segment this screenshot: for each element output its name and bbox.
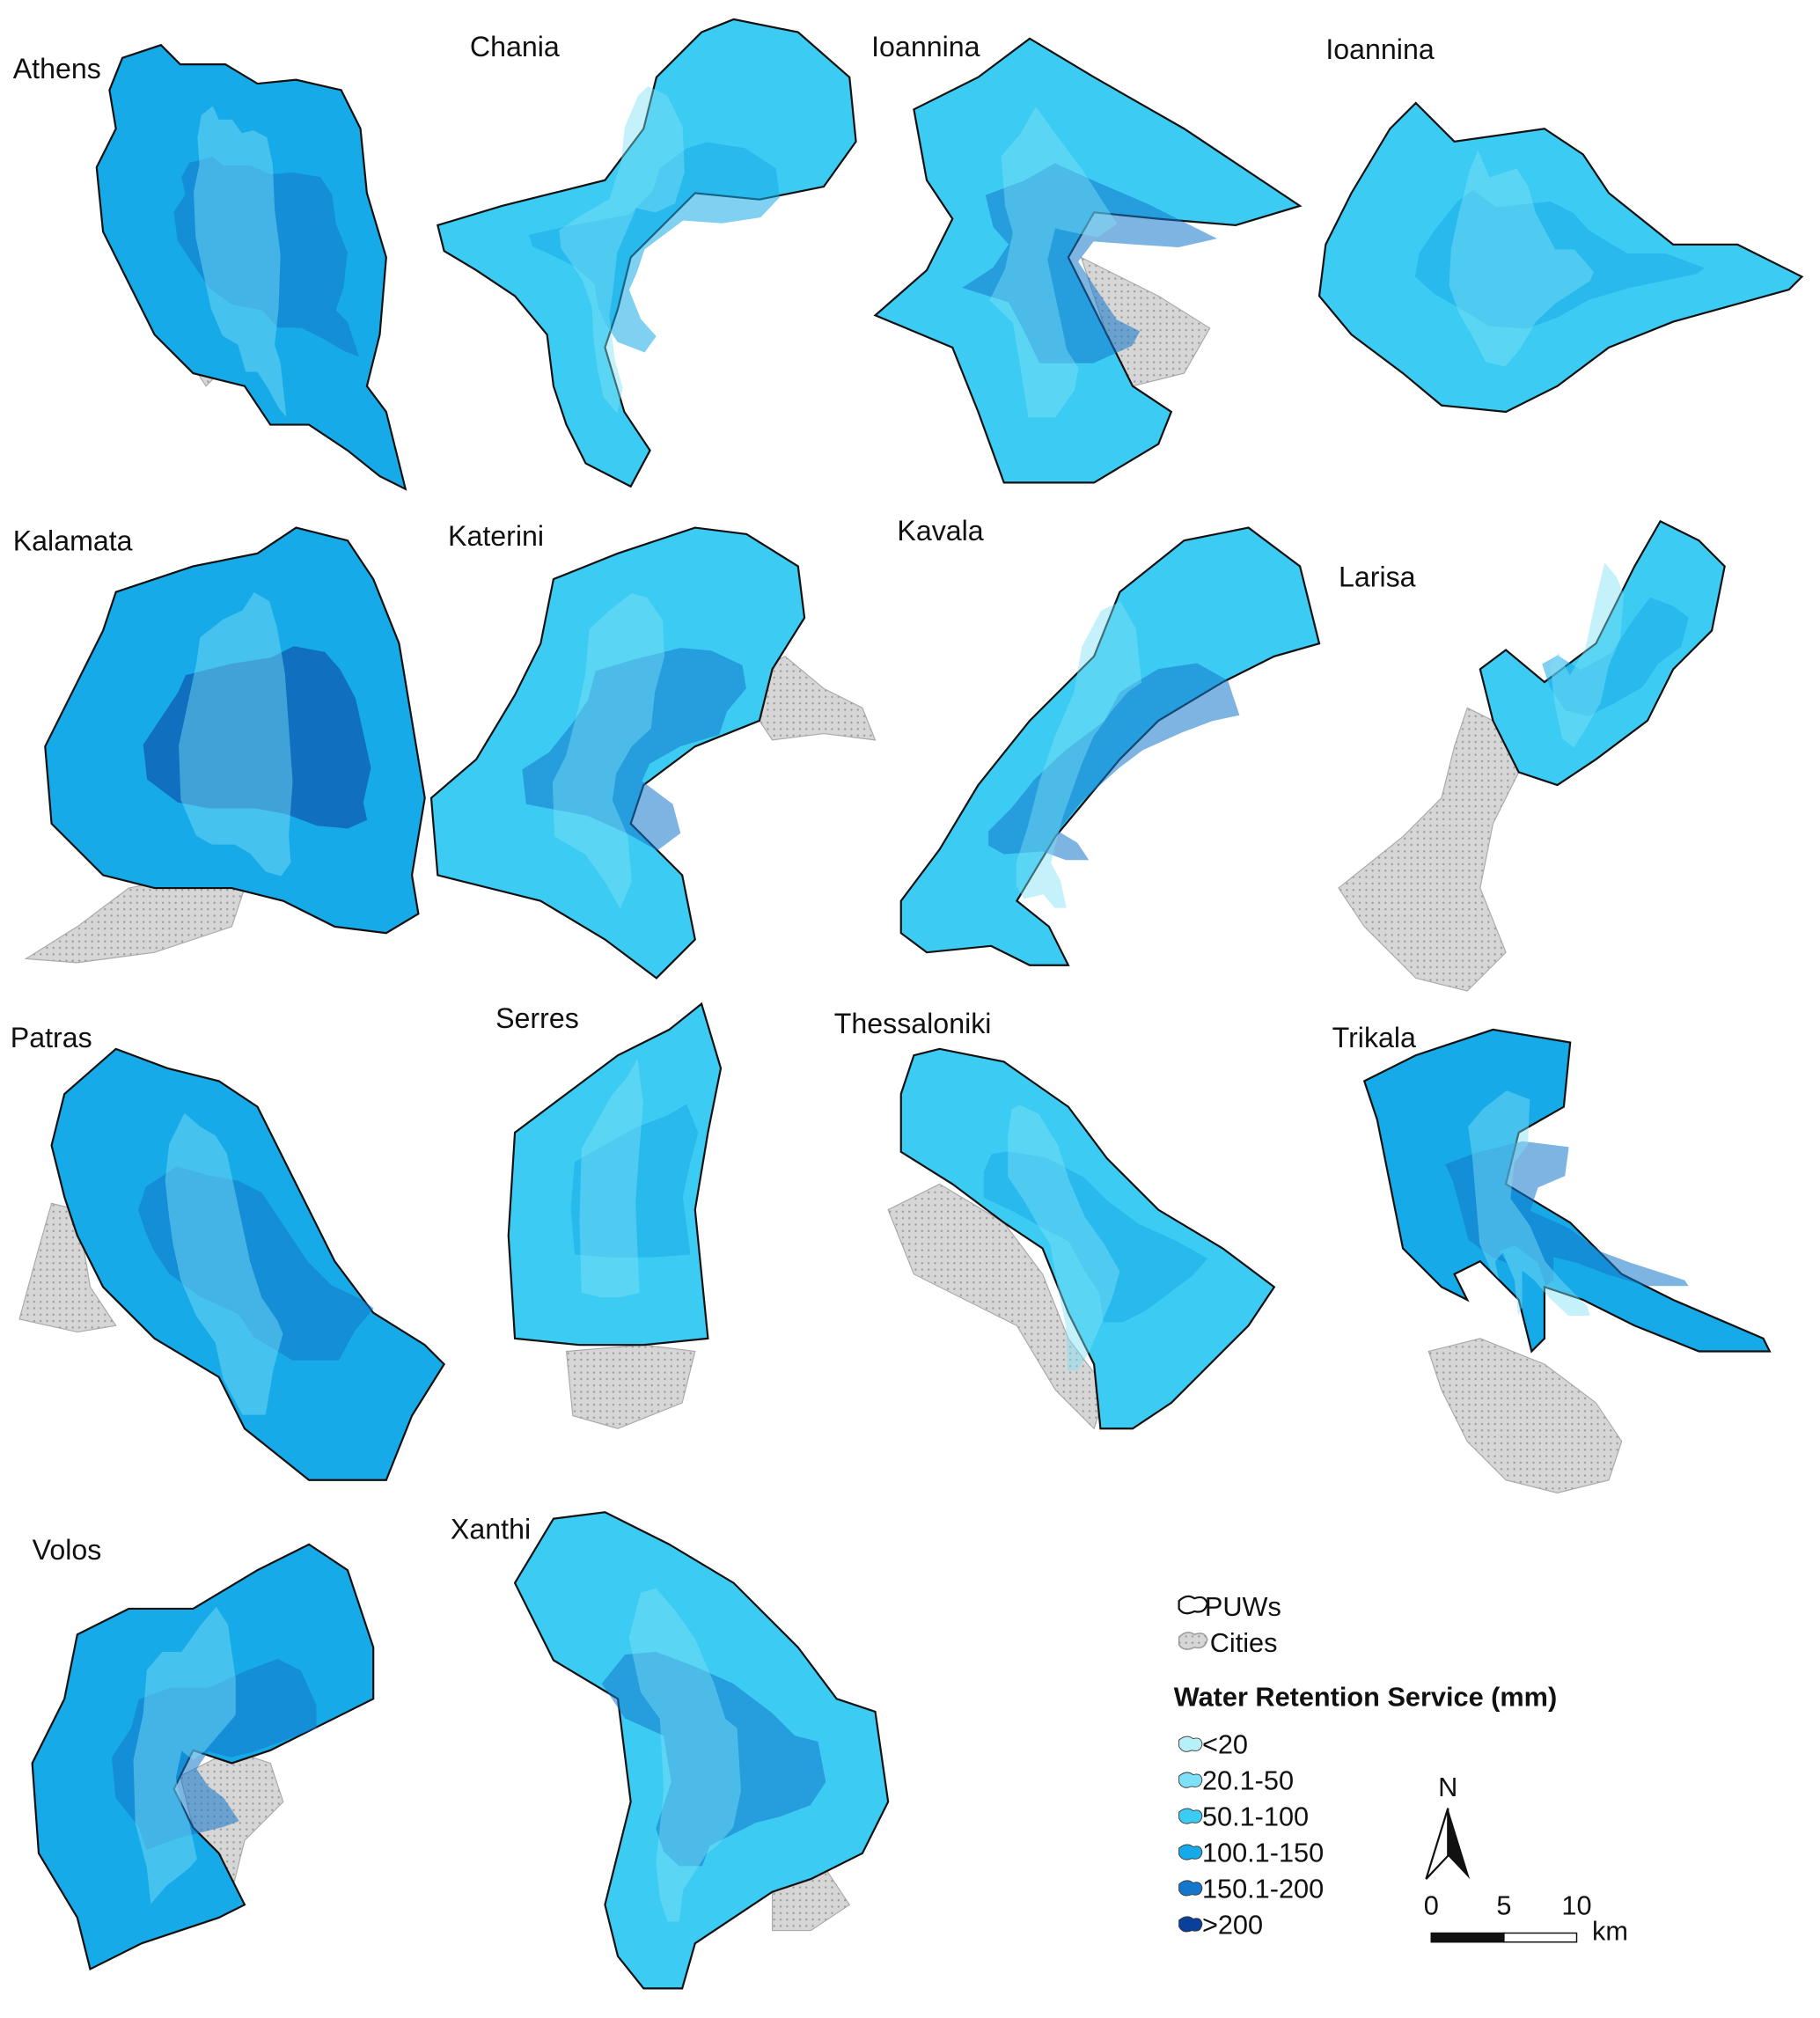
legend-classes: <20 20.1-50 50.1-100 100.1-150 150.1-200 >200 bbox=[1178, 1729, 1324, 1940]
retention-zone bbox=[1445, 1141, 1689, 1287]
legend-title: Water Retention Service (mm) bbox=[1174, 1681, 1557, 1712]
map-label: Thessaloniki bbox=[834, 1008, 992, 1039]
retention-zone bbox=[1414, 189, 1706, 329]
class-swatch bbox=[1178, 1772, 1203, 1788]
city-area bbox=[1338, 707, 1520, 992]
arrow-right bbox=[1448, 1808, 1471, 1880]
class-label: 150.1-200 bbox=[1202, 1873, 1324, 1904]
retention-zone bbox=[983, 1151, 1208, 1323]
retention-zone bbox=[193, 106, 287, 417]
class-label: 50.1-100 bbox=[1202, 1801, 1309, 1831]
north-label: N bbox=[1438, 1772, 1457, 1802]
retention-zone bbox=[989, 106, 1118, 418]
retention-zone bbox=[173, 157, 359, 357]
class-label: 100.1-150 bbox=[1202, 1837, 1324, 1868]
retention-zone bbox=[601, 1651, 826, 1867]
map-label: Trikala bbox=[1332, 1022, 1416, 1053]
city-area bbox=[565, 1344, 696, 1429]
retention-zone bbox=[1449, 150, 1595, 367]
retention-zone bbox=[138, 1166, 374, 1361]
legend-cities: Cities bbox=[1210, 1627, 1278, 1658]
retention-zone bbox=[570, 1104, 699, 1258]
map-label: Chania bbox=[470, 31, 560, 62]
retention-zone bbox=[528, 142, 780, 353]
puw-area bbox=[1362, 1028, 1772, 1354]
map-label: Serres bbox=[495, 1002, 579, 1034]
class-swatch bbox=[1178, 1844, 1203, 1860]
map-label: Patras bbox=[11, 1022, 92, 1053]
scale-unit: km bbox=[1592, 1916, 1628, 1947]
map-label: Kalamata bbox=[13, 525, 133, 557]
retention-zone bbox=[111, 1658, 317, 1851]
scale-tick-label: 5 bbox=[1496, 1890, 1511, 1920]
class-swatch bbox=[1178, 1735, 1203, 1752]
puw-icon bbox=[1178, 1595, 1208, 1615]
arrow-left bbox=[1425, 1808, 1449, 1880]
class-label: <20 bbox=[1202, 1729, 1248, 1760]
retention-zone bbox=[522, 648, 746, 851]
retention-zone bbox=[552, 593, 665, 909]
north-arrow: N bbox=[1425, 1772, 1471, 1880]
class-swatch bbox=[1178, 1808, 1203, 1824]
map-label: Kavala bbox=[897, 515, 983, 547]
retention-zone bbox=[559, 86, 685, 414]
map-label: Ioannina bbox=[871, 31, 980, 62]
city-area bbox=[1427, 1338, 1623, 1493]
map-label: Katerini bbox=[448, 520, 544, 552]
retention-zone bbox=[1468, 1090, 1590, 1316]
map-label: Xanthi bbox=[451, 1514, 531, 1545]
retention-zone bbox=[988, 663, 1240, 861]
class-swatch bbox=[1178, 1916, 1203, 1933]
class-swatch bbox=[1178, 1880, 1203, 1897]
retention-zone bbox=[1542, 597, 1689, 716]
map-label: Athens bbox=[13, 53, 101, 84]
scale-tick-label: 0 bbox=[1424, 1890, 1439, 1920]
scale-segment bbox=[1503, 1932, 1578, 1943]
retention-zone bbox=[1550, 562, 1625, 748]
maps: Athens Chania Ioannina Ioannina Kalamata Kate… bbox=[11, 18, 1804, 1990]
map-label: Larisa bbox=[1339, 561, 1416, 593]
puw-area bbox=[873, 37, 1303, 484]
map-label: Volos bbox=[33, 1534, 102, 1566]
retention-zone bbox=[962, 163, 1217, 363]
retention-zone bbox=[179, 592, 293, 877]
retention-zone bbox=[1008, 1104, 1120, 1371]
scale-segment bbox=[1430, 1932, 1505, 1943]
retention-zone bbox=[133, 1606, 236, 1904]
class-label: >200 bbox=[1202, 1909, 1263, 1940]
retention-zone bbox=[143, 646, 371, 829]
retention-zone bbox=[1016, 601, 1142, 908]
retention-zone bbox=[165, 1112, 283, 1415]
puw-area bbox=[1479, 519, 1726, 787]
city-icon bbox=[1178, 1632, 1208, 1650]
retention-zone bbox=[628, 1588, 741, 1922]
legend: PUWs Cities Water Retention Service (mm)… bbox=[1174, 1591, 1628, 1947]
legend-puws: PUWs bbox=[1205, 1591, 1281, 1622]
retention-zone bbox=[579, 1058, 643, 1297]
scale-tick-label: 10 bbox=[1561, 1890, 1591, 1920]
class-label: 20.1-50 bbox=[1202, 1765, 1294, 1795]
map-label: Ioannina bbox=[1325, 33, 1434, 65]
